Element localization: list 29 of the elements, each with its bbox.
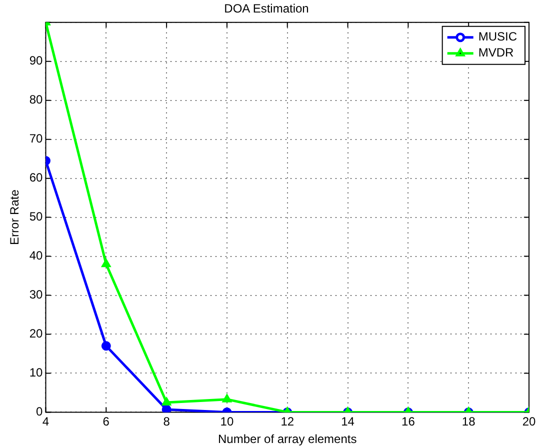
x-tick-label: 18 bbox=[462, 414, 476, 429]
point bbox=[162, 404, 172, 412]
x-tick-label: 6 bbox=[102, 414, 110, 429]
point bbox=[101, 341, 111, 351]
legend-label: MVDR bbox=[478, 46, 514, 60]
x-tick-label: 12 bbox=[280, 414, 294, 429]
y-tick-label: 90 bbox=[29, 54, 44, 68]
point bbox=[222, 394, 232, 402]
y-tick-label: 40 bbox=[29, 248, 44, 263]
y-tick-label: 70 bbox=[29, 132, 44, 146]
y-tick-label: 30 bbox=[29, 288, 44, 302]
x-tick-label: 16 bbox=[402, 414, 416, 429]
x-axis-title: Number of array elements bbox=[218, 432, 357, 446]
y-tick-label: 50 bbox=[29, 210, 44, 224]
y-tick-label: 10 bbox=[29, 366, 44, 380]
point bbox=[162, 398, 171, 406]
y-tick-label: 80 bbox=[29, 92, 44, 107]
chart-title: DOA Estimation bbox=[224, 2, 309, 16]
x-tick-label: 14 bbox=[341, 414, 355, 429]
y-tick-label: 60 bbox=[29, 170, 44, 185]
y-tick-label: 20 bbox=[29, 326, 44, 341]
legend-label: MUSIC bbox=[478, 30, 518, 44]
y-tick-label: 0 bbox=[36, 404, 44, 419]
x-tick-label: 10 bbox=[220, 414, 234, 429]
x-tick-label: 4 bbox=[42, 414, 50, 429]
point bbox=[102, 259, 110, 268]
x-tick-label: 8 bbox=[163, 414, 170, 429]
y-axis-title: Error Rate bbox=[8, 189, 22, 245]
x-tick-label: 20 bbox=[522, 414, 536, 429]
